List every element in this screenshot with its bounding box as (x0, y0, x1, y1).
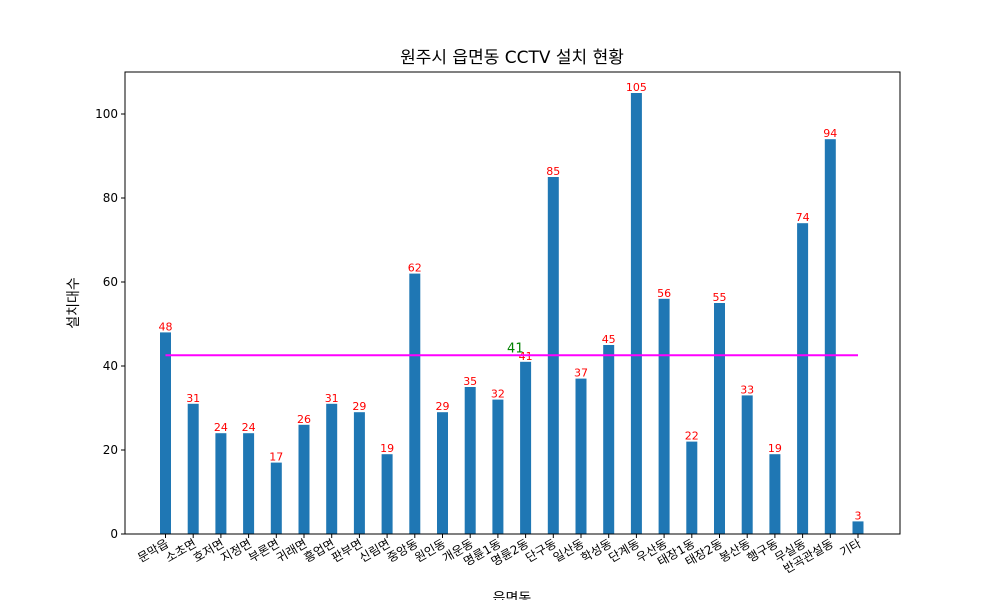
bar (603, 345, 614, 534)
y-tick-label: 80 (103, 191, 118, 205)
data-label: 24 (242, 421, 256, 434)
bar (271, 463, 282, 534)
y-axis-label: 설치대수 (66, 277, 82, 329)
data-label: 17 (269, 451, 283, 464)
bar (188, 404, 199, 534)
bar (853, 521, 864, 534)
bar (299, 425, 310, 534)
bar (382, 454, 393, 534)
data-label: 48 (159, 320, 173, 333)
data-label: 45 (602, 333, 616, 346)
data-label: 85 (546, 165, 560, 178)
bar (437, 412, 448, 534)
y-tick-label: 100 (95, 107, 118, 121)
data-label: 105 (626, 81, 647, 94)
data-label: 35 (463, 375, 477, 388)
x-tick-label: 행구동 (744, 536, 780, 566)
data-label: 29 (436, 400, 450, 413)
bar (631, 93, 642, 534)
y-tick-label: 40 (103, 359, 118, 373)
bar (326, 404, 337, 534)
x-axis-label: 읍면동 (493, 591, 532, 600)
data-label: 74 (796, 211, 810, 224)
data-label: 56 (657, 287, 671, 300)
plot-area-frame (125, 72, 900, 534)
data-label: 62 (408, 262, 422, 275)
data-label: 26 (297, 413, 311, 426)
data-label: 32 (491, 388, 505, 401)
data-label: 37 (574, 367, 588, 380)
data-label: 3 (855, 509, 862, 522)
x-axis-ticks: 문막읍소초면호저면지정면부론면귀래면흥업면판부면신림면중앙동원인동개운동명륜1동… (135, 534, 863, 576)
data-label: 33 (740, 383, 754, 396)
bar (465, 387, 476, 534)
bar (686, 442, 697, 534)
data-label: 55 (713, 291, 727, 304)
data-labels-group: 48 31 24 24 17 26 31 29 19 62 29 35 32 41 85 37 45 105 56 2… (159, 81, 862, 522)
x-tick-label: 기타 (837, 536, 863, 559)
data-label: 24 (214, 421, 228, 434)
bar (409, 274, 420, 534)
data-label: 29 (352, 400, 366, 413)
data-label: 19 (768, 442, 782, 455)
bar (354, 412, 365, 534)
data-label: 22 (685, 430, 699, 443)
bar (492, 400, 503, 534)
bar (520, 362, 531, 534)
bar (659, 299, 670, 534)
bar (825, 139, 836, 534)
data-label: 31 (186, 392, 200, 405)
y-tick-label: 20 (103, 443, 118, 457)
y-tick-label: 60 (103, 275, 118, 289)
bar (215, 433, 226, 534)
data-label: 19 (380, 442, 394, 455)
mean-line-group: 41 (166, 341, 859, 356)
bar (243, 433, 254, 534)
data-label: 94 (823, 127, 837, 140)
bar (769, 454, 780, 534)
chart-title: 원주시 읍면동 CCTV 설치 현황 (400, 48, 624, 68)
data-label: 31 (325, 392, 339, 405)
bar (160, 332, 171, 534)
bar (714, 303, 725, 534)
bars-group (160, 93, 864, 534)
bar (797, 223, 808, 534)
mean-label: 41 (507, 341, 524, 356)
bar (742, 395, 753, 534)
y-axis-ticks: 0 20 40 60 80 100 (95, 107, 125, 541)
bar (576, 379, 587, 534)
y-tick-label: 0 (110, 527, 118, 541)
